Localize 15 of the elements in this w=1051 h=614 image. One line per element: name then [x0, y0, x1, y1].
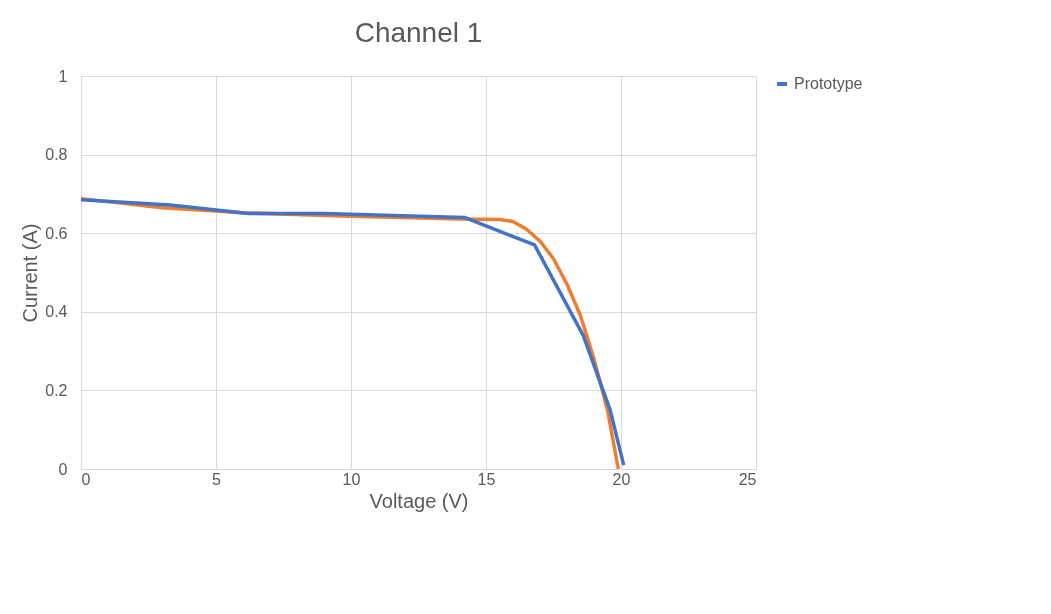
y-tick-label: 0.8: [45, 146, 68, 164]
y-tick-label: 0.4: [45, 303, 68, 321]
x-tick-label: 5: [212, 470, 222, 488]
y-tick-label: 1: [58, 67, 68, 85]
legend-label: Prototype: [794, 75, 863, 92]
y-axis-title: Current (A): [19, 223, 42, 323]
x-tick-label: 15: [477, 470, 496, 488]
x-tick-label: 0: [81, 470, 91, 488]
y-tick-label: 0.2: [45, 381, 68, 399]
x-tick-label: 20: [612, 470, 631, 488]
x-tick-label: 10: [342, 470, 361, 488]
chart-title: Channel 1: [354, 17, 483, 48]
y-tick-label: 0.6: [45, 224, 68, 242]
x-tick-label: 25: [738, 470, 757, 488]
x-axis-title: Voltage (V): [369, 489, 469, 512]
